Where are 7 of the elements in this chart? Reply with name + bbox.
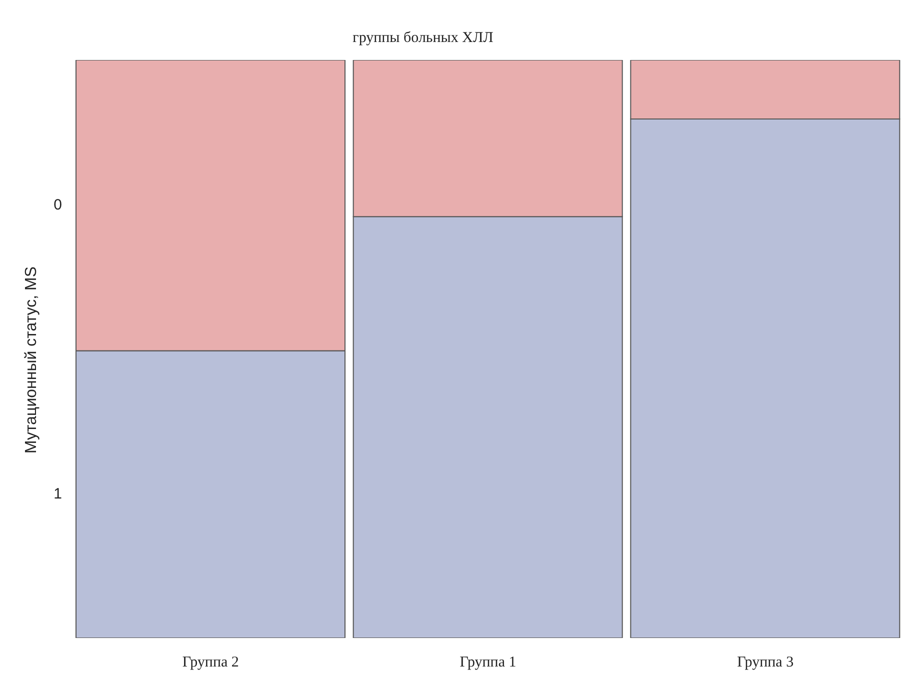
x-tick-label: Группа 1 [460,654,516,671]
series-label: 0 [54,196,62,214]
y-axis-title: Мутационный статус, MS [23,266,40,454]
chart-title: группы больных ХЛЛ [352,30,494,47]
x-tick-label: Группа 3 [737,654,794,671]
series-label: 1 [54,485,62,502]
x-tick-label: Группа 2 [182,654,239,671]
